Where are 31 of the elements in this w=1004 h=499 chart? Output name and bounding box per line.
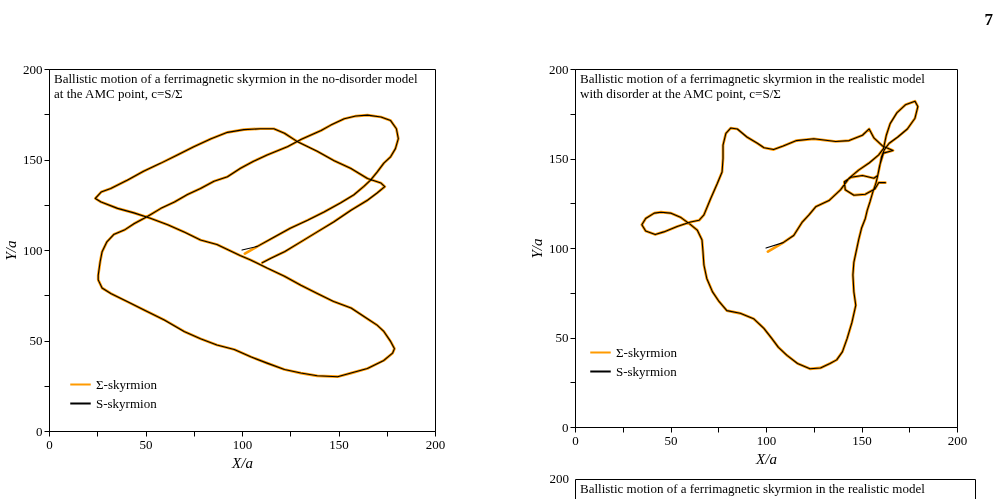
y-tick-label: 150 bbox=[549, 151, 569, 166]
x-tick-label: 150 bbox=[329, 436, 349, 452]
x-tick-label: 200 bbox=[947, 432, 968, 448]
y-tick-label: 150 bbox=[23, 152, 43, 167]
x-tick-label: 200 bbox=[425, 436, 446, 452]
x-tick-label: 0 bbox=[572, 432, 579, 448]
text: Ballistic motion of a ferrimagnetic skyrmion in the no-disorder model at the AMC point, c=S/Σ bbox=[54, 71, 418, 101]
legend-label: Σ-skyrmion bbox=[96, 376, 158, 392]
y-tick-label: 50 bbox=[29, 333, 43, 348]
x-axis-title: X/a bbox=[231, 454, 253, 471]
legend-label: S-skyrmion bbox=[96, 395, 158, 411]
legend-label: Σ-skyrmion bbox=[616, 344, 678, 360]
y-tick-label: 0 bbox=[562, 419, 569, 435]
x-tick-label: 150 bbox=[852, 432, 872, 448]
y-axis-title: Y/a bbox=[529, 238, 545, 259]
x-tick-label: 100 bbox=[232, 436, 253, 452]
y-tick-label: 100 bbox=[549, 240, 569, 256]
x-tick-label: 0 bbox=[46, 436, 53, 452]
text: Ballistic motion of a ferrimagnetic skyrmion in the realistic model with disorder at the AMC point, c=S/Σ bbox=[580, 71, 926, 101]
legend-label: S-skyrmion bbox=[616, 363, 678, 379]
text: 7 bbox=[984, 10, 994, 29]
y-tick-label: 200 bbox=[549, 61, 569, 77]
y-tick-label: 50 bbox=[555, 330, 569, 345]
x-axis-title: X/a bbox=[755, 450, 777, 467]
x-tick-label: 50 bbox=[139, 436, 153, 452]
y-tick-label: 100 bbox=[23, 242, 43, 258]
y-tick-label: 200 bbox=[23, 61, 43, 77]
text: Ballistic motion of a ferrimagnetic skyrmion in the realistic model bbox=[580, 481, 926, 496]
x-tick-label: 50 bbox=[664, 432, 678, 448]
x-tick-label: 100 bbox=[756, 432, 777, 448]
y-axis-title: Y/a bbox=[3, 240, 19, 261]
